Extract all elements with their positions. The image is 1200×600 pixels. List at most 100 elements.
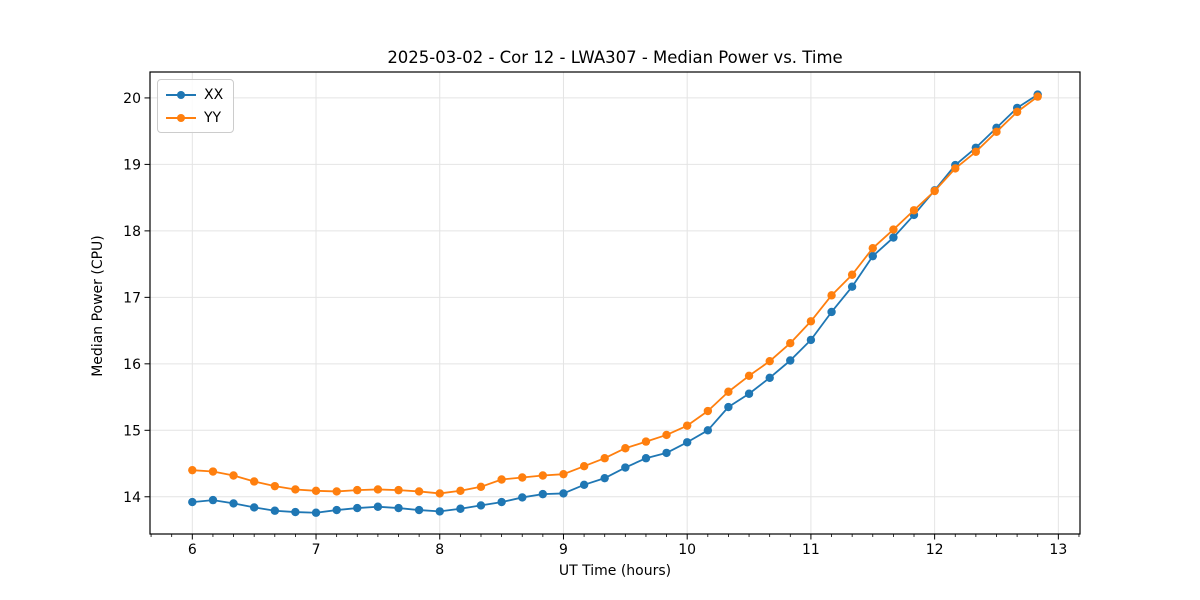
- data-point-xx: [786, 356, 795, 365]
- data-point-xx: [332, 505, 341, 515]
- data-point-xx: [600, 473, 609, 483]
- data-point-xx: [394, 503, 403, 513]
- data-point-xx: [662, 448, 671, 458]
- legend-swatch-yy-icon: [166, 113, 196, 123]
- y-tick-label: 16: [123, 357, 141, 373]
- data-point-xx: [806, 335, 816, 345]
- data-point-yy: [208, 467, 218, 476]
- data-point-yy: [909, 206, 919, 215]
- data-point-xx: [579, 480, 589, 490]
- data-point-yy: [353, 485, 362, 495]
- data-point-xx: [188, 497, 197, 507]
- data-point-yy: [827, 291, 836, 300]
- data-point-yy: [682, 421, 692, 430]
- data-point-yy: [373, 485, 383, 494]
- data-point-yy: [414, 487, 424, 496]
- y-tick-label: 19: [123, 157, 141, 173]
- data-point-yy: [951, 164, 960, 173]
- data-point-xx: [765, 373, 774, 382]
- data-point-yy: [971, 147, 981, 156]
- data-point-xx: [208, 495, 218, 505]
- data-point-yy: [1012, 107, 1022, 117]
- data-point-yy: [538, 471, 548, 480]
- data-point-yy: [806, 317, 816, 326]
- data-point-xx: [682, 438, 692, 447]
- x-tick-label: 8: [435, 542, 444, 558]
- data-point-yy: [229, 471, 238, 480]
- y-tick-label: 15: [123, 423, 141, 439]
- data-point-xx: [868, 251, 877, 261]
- legend-entry-yy: YY: [166, 108, 223, 127]
- data-point-yy: [559, 469, 568, 479]
- data-point-xx: [641, 454, 651, 463]
- data-point-yy: [641, 437, 651, 446]
- data-point-xx: [889, 233, 898, 242]
- data-point-yy: [1033, 92, 1042, 101]
- data-point-xx: [414, 505, 424, 515]
- data-point-yy: [992, 127, 1001, 137]
- data-point-yy: [847, 270, 857, 279]
- x-tick-label: 11: [802, 542, 820, 558]
- data-point-xx: [744, 389, 754, 398]
- y-axis-label: Median Power (CPU): [90, 235, 106, 377]
- data-point-xx: [373, 502, 383, 511]
- x-tick-label: 7: [312, 542, 321, 558]
- data-point-xx: [724, 402, 733, 412]
- data-point-yy: [889, 225, 898, 234]
- data-point-xx: [353, 503, 362, 513]
- data-point-xx: [456, 504, 465, 513]
- data-point-xx: [559, 489, 568, 498]
- data-point-yy: [311, 486, 321, 495]
- series-line-xx: [191, 93, 1039, 514]
- legend-dot-xx: [177, 90, 185, 99]
- data-point-yy: [456, 486, 465, 495]
- series-line-yy: [191, 95, 1039, 495]
- x-axis-label: UT Time (hours): [558, 563, 672, 579]
- data-point-xx: [538, 489, 548, 499]
- x-tick-label: 6: [188, 542, 197, 558]
- data-point-yy: [868, 243, 877, 253]
- data-point-xx: [827, 307, 836, 317]
- data-point-yy: [600, 454, 609, 463]
- data-point-xx: [518, 493, 527, 502]
- data-point-yy: [518, 473, 527, 482]
- data-point-yy: [497, 475, 506, 484]
- legend-entry-xx: XX: [166, 85, 223, 104]
- x-tick-label: 10: [678, 542, 696, 558]
- data-point-yy: [662, 430, 671, 440]
- data-point-xx: [476, 501, 486, 510]
- legend-dot-yy: [177, 113, 185, 122]
- data-point-yy: [621, 444, 630, 453]
- y-tick-label: 17: [123, 290, 141, 306]
- data-point-yy: [786, 339, 795, 348]
- data-point-xx: [249, 503, 259, 512]
- data-point-yy: [579, 461, 589, 471]
- data-point-yy: [744, 371, 754, 380]
- data-point-xx: [497, 497, 506, 507]
- chart-title: 2025-03-02 - Cor 12 - LWA307 - Median Po…: [387, 48, 843, 67]
- y-tick-label: 18: [123, 224, 141, 240]
- data-point-yy: [435, 489, 444, 498]
- legend: XX YY: [157, 79, 235, 133]
- legend-swatch-xx-icon: [166, 90, 196, 100]
- data-point-xx: [435, 507, 444, 516]
- axes-spines: [149, 71, 1081, 535]
- data-point-xx: [621, 463, 630, 472]
- data-point-yy: [724, 387, 733, 396]
- legend-label-yy: YY: [204, 109, 222, 126]
- data-point-xx: [847, 282, 857, 291]
- data-point-yy: [270, 481, 280, 491]
- data-point-yy: [188, 465, 197, 475]
- data-point-yy: [291, 485, 300, 494]
- data-point-xx: [311, 508, 321, 517]
- data-point-yy: [476, 482, 486, 492]
- legend-label-xx: XX: [204, 86, 224, 103]
- data-point-yy: [332, 487, 341, 496]
- data-point-yy: [765, 356, 774, 366]
- x-tick-label: 9: [559, 542, 568, 558]
- data-point-xx: [229, 499, 238, 508]
- data-point-yy: [394, 485, 403, 495]
- data-point-xx: [703, 426, 713, 435]
